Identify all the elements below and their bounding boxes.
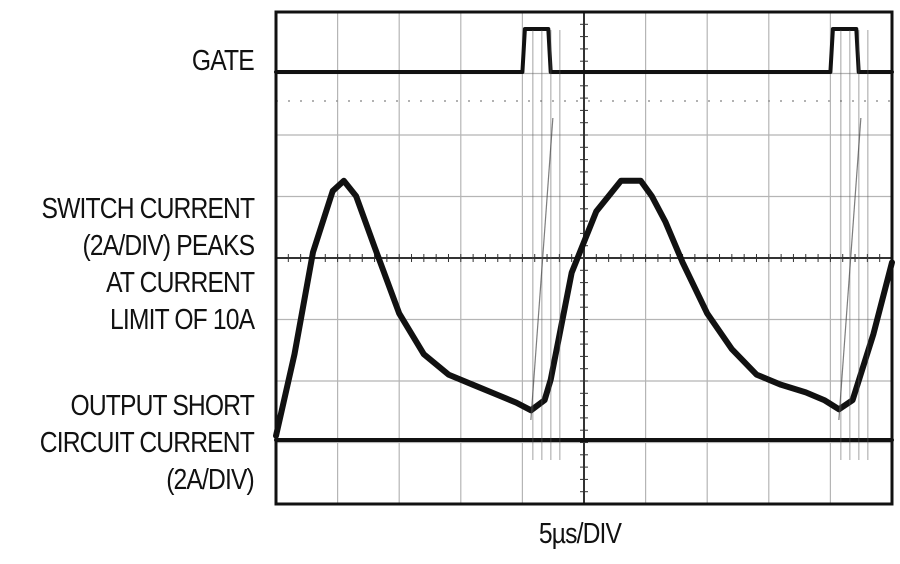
switching-transient-ramp: [530, 117, 554, 421]
traces: [273, 27, 895, 460]
switch-label-line-4: LIMIT OF 10A: [109, 304, 255, 336]
gate-trace: [274, 27, 894, 74]
grid: [275, 11, 893, 505]
switching-transient-ramp: [838, 117, 862, 421]
output-label-line-1: OUTPUT SHORT: [70, 390, 255, 422]
gate-trace-label: GATE: [192, 43, 255, 80]
x-axis-label: 5µs/DIV: [538, 518, 622, 550]
switch-trace: [273, 177, 895, 439]
gate-label-line: GATE: [192, 45, 255, 77]
output-current-trace-label: OUTPUT SHORT CIRCUIT CURRENT (2A/DIV): [39, 388, 255, 499]
switch-label-line-2: (2A/DIV) PEAKS: [82, 230, 255, 262]
output-label-line-2: CIRCUIT CURRENT: [39, 427, 255, 459]
switch-label-line-1: SWITCH CURRENT: [41, 193, 255, 225]
output-label-line-3: (2A/DIV): [166, 464, 255, 496]
switch-current-trace-label: SWITCH CURRENT (2A/DIV) PEAKS AT CURRENT…: [41, 191, 255, 339]
plot-frame: [274, 10, 894, 506]
switch-label-line-3: AT CURRENT: [105, 267, 255, 299]
